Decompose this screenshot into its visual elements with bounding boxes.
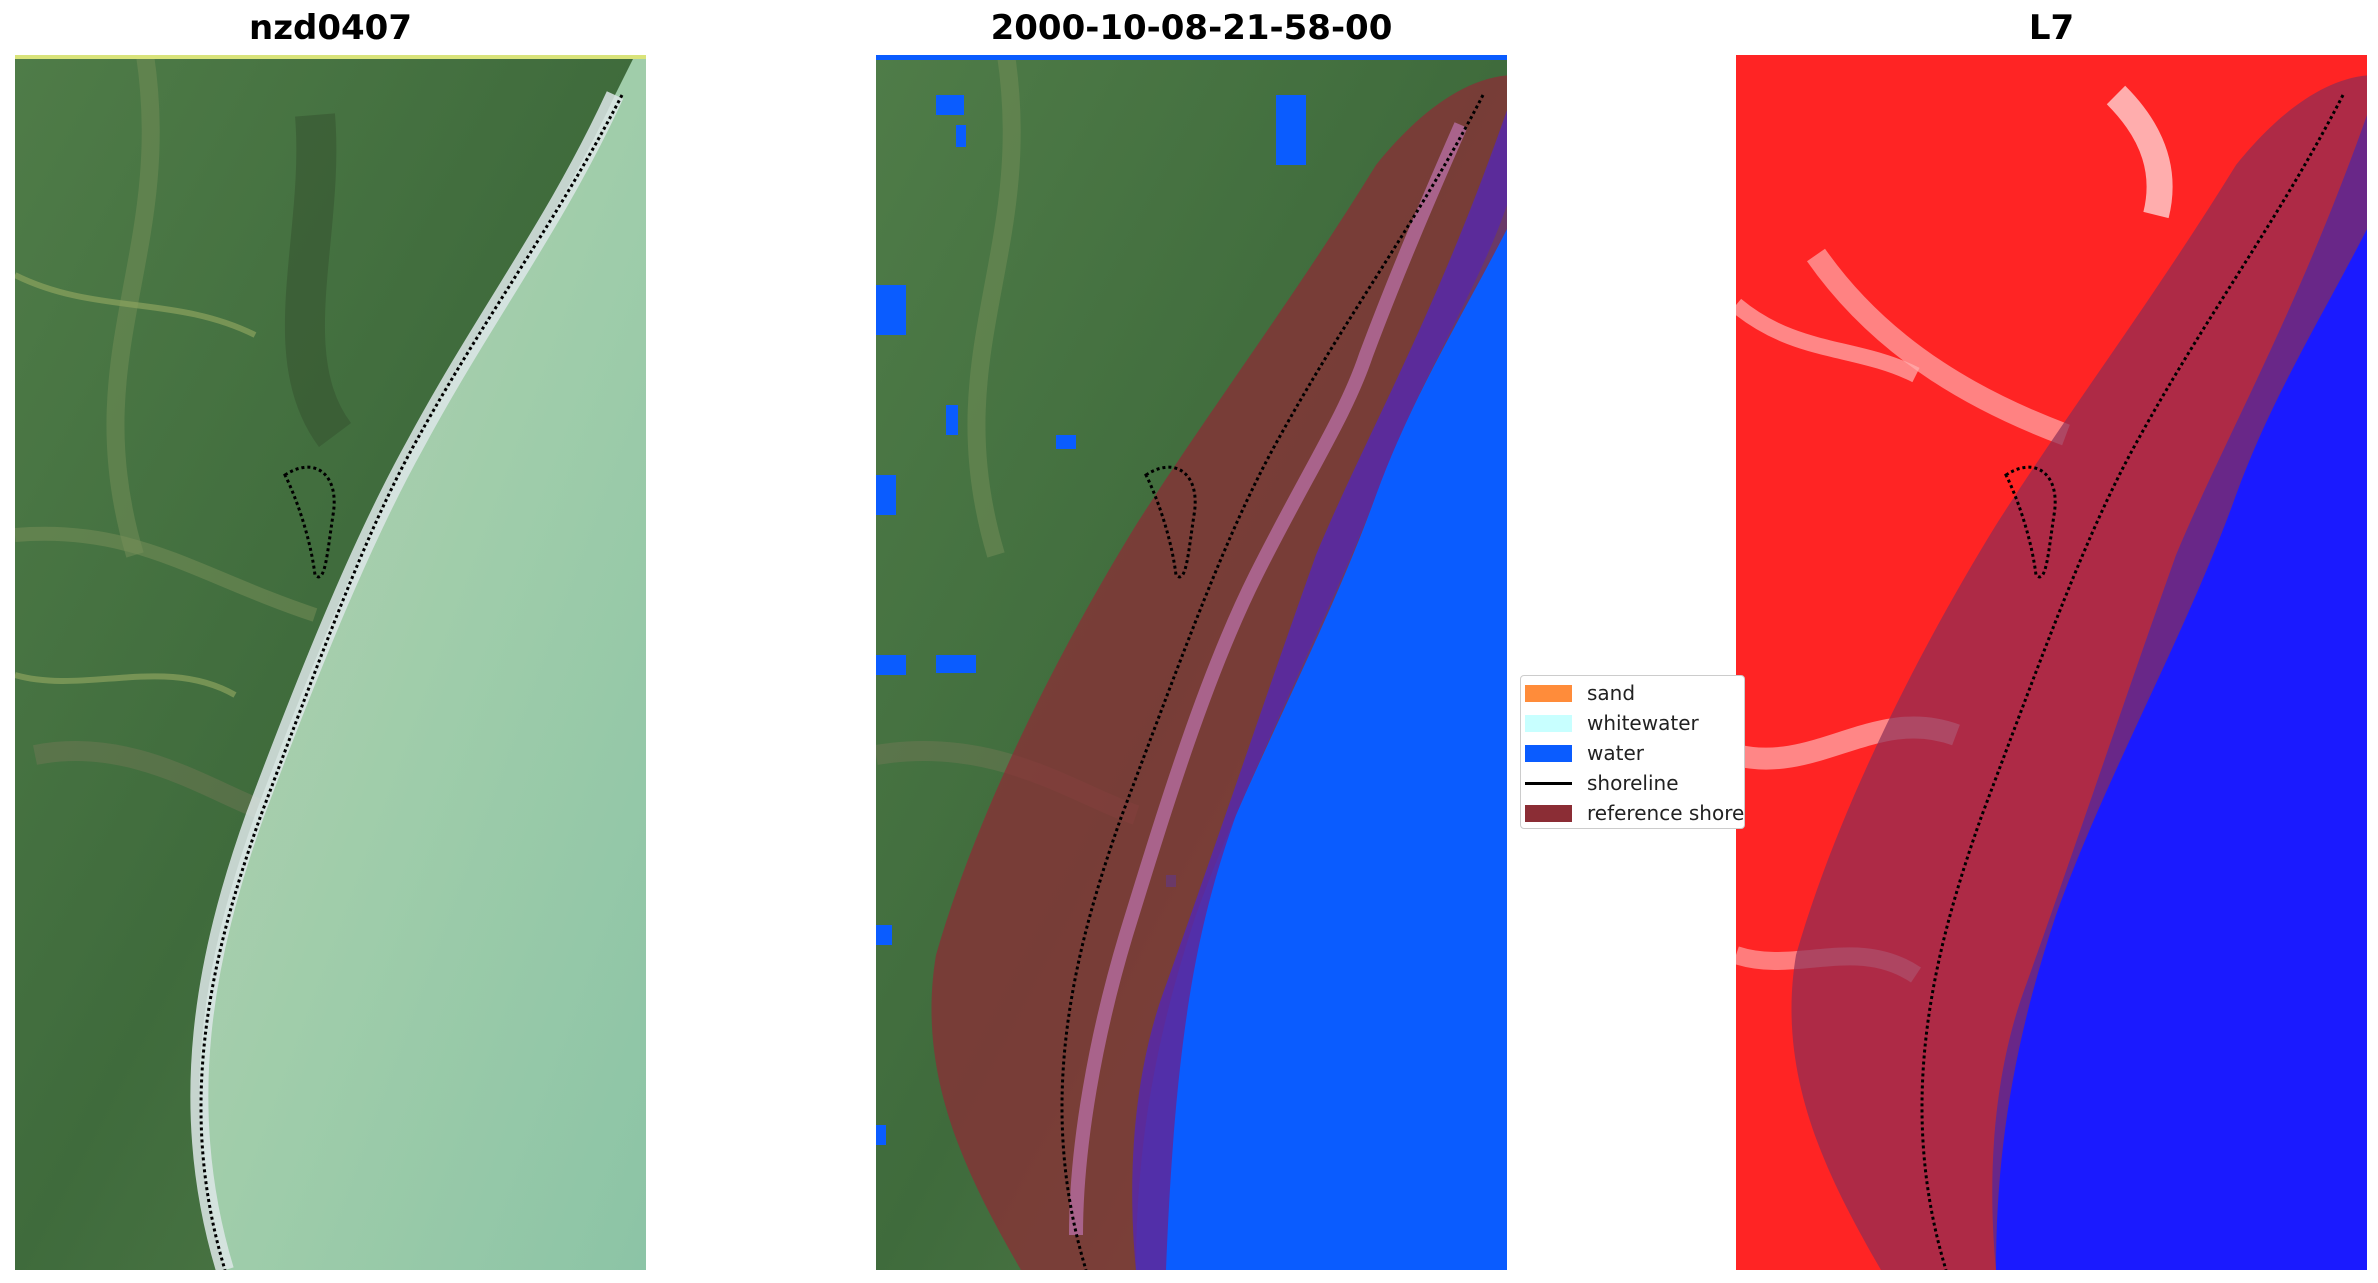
rgb-satellite-image <box>15 55 646 1270</box>
legend: sand whitewater water shoreline referenc… <box>1520 675 1745 829</box>
reference-shoreline-swatch <box>1525 805 1572 822</box>
legend-label-whitewater: whitewater <box>1587 711 1699 735</box>
shoreline-swatch <box>1525 782 1572 785</box>
legend-label-shoreline: shoreline <box>1587 771 1679 795</box>
water-swatch <box>1525 745 1572 762</box>
legend-label-water: water <box>1587 741 1644 765</box>
panel-title-satellite: L7 <box>2028 8 2075 48</box>
legend-label-reference-shoreline: reference shoreline <box>1587 801 1745 825</box>
panel-title-rgb: nzd0407 <box>249 8 412 48</box>
whitewater-swatch <box>1525 715 1572 732</box>
legend-label-sand: sand <box>1587 681 1636 705</box>
sand-swatch <box>1525 685 1572 702</box>
mndwi-image <box>1736 55 2367 1270</box>
classified-image <box>876 55 1507 1270</box>
panel-title-date: 2000-10-08-21-58-00 <box>990 8 1393 48</box>
